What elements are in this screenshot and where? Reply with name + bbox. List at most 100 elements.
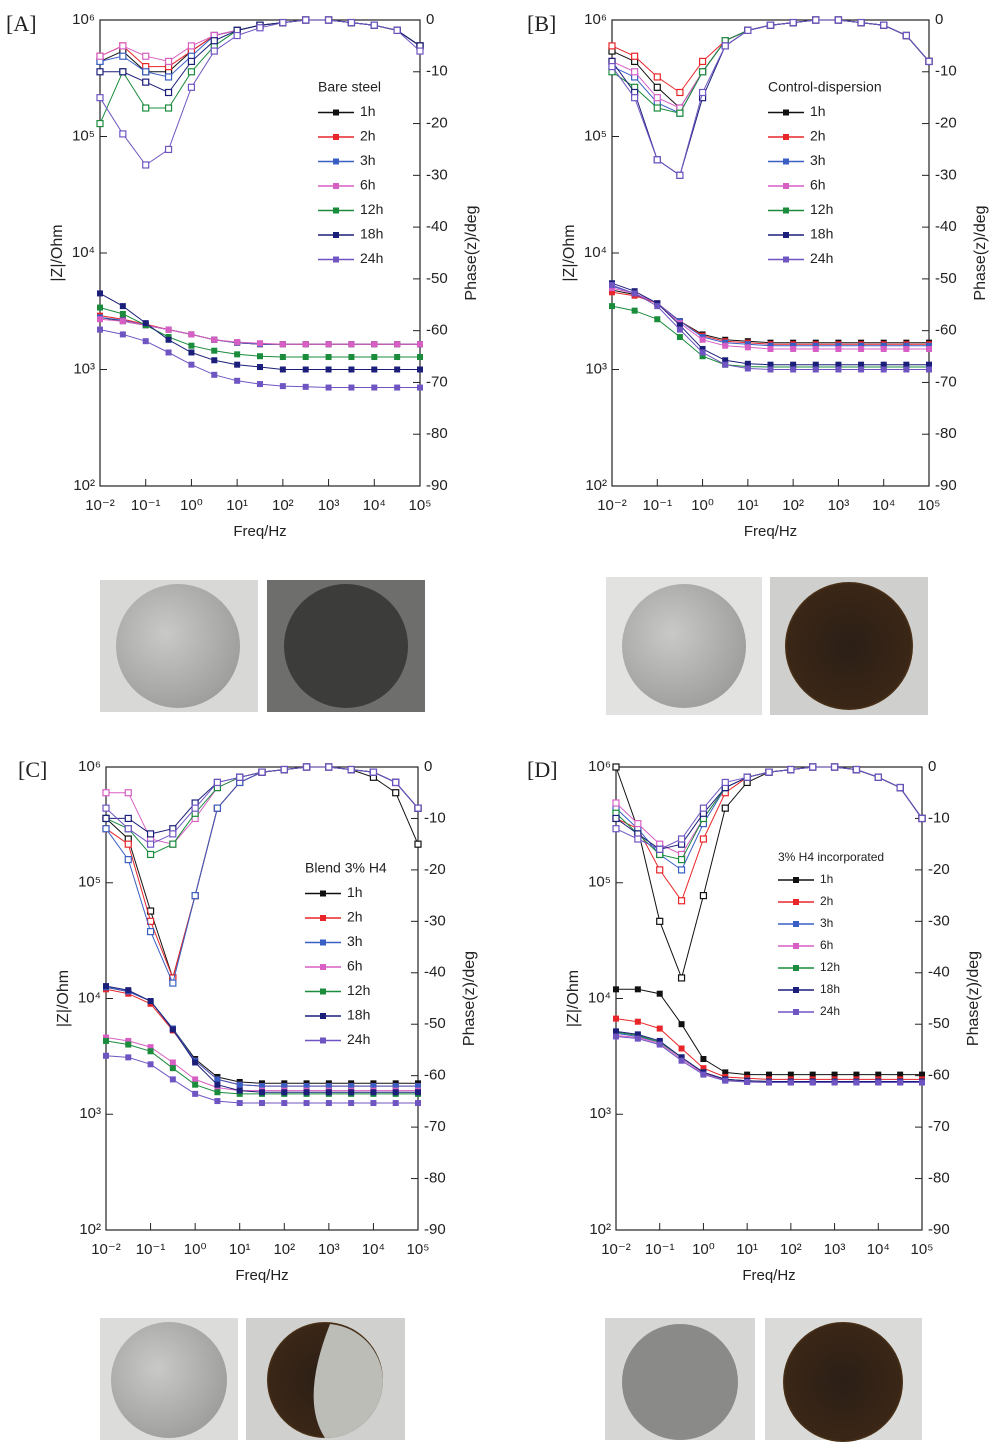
modulus-point bbox=[831, 1079, 838, 1086]
y2-tick-label: 0 bbox=[928, 758, 936, 775]
legend-marker bbox=[320, 890, 326, 897]
phase-point bbox=[187, 83, 196, 91]
y2-tick-label: -30 bbox=[426, 166, 448, 183]
modulus-point bbox=[858, 366, 865, 373]
x-tick-label: 10¹ bbox=[737, 497, 759, 514]
modulus-point bbox=[858, 342, 865, 349]
y-tick-label: 10⁶ bbox=[588, 758, 611, 775]
modulus-line bbox=[611, 285, 929, 347]
modulus-point bbox=[656, 1025, 663, 1032]
x-tick-label: 10⁻² bbox=[91, 1241, 121, 1258]
y2-tick-label: -60 bbox=[928, 1067, 950, 1084]
modulus-point bbox=[169, 1065, 176, 1072]
legend-marker bbox=[333, 109, 339, 116]
y2-tick-label: 0 bbox=[424, 758, 432, 775]
phase-point bbox=[676, 171, 684, 179]
y2-tick-label: -40 bbox=[935, 218, 957, 235]
phase-point bbox=[653, 156, 661, 164]
y2-tick-label: -30 bbox=[935, 166, 957, 183]
phase-point bbox=[896, 783, 904, 792]
modulus-point bbox=[169, 1026, 176, 1033]
phase-point bbox=[830, 763, 839, 771]
phase-point bbox=[612, 763, 620, 771]
phase-point bbox=[631, 68, 639, 76]
y2-tick-label: -20 bbox=[935, 115, 957, 132]
modulus-point bbox=[853, 1071, 860, 1078]
legend-label: 3h bbox=[810, 152, 826, 168]
legend-label: 6h bbox=[360, 177, 376, 193]
modulus-line bbox=[611, 284, 929, 370]
modulus-point bbox=[125, 1041, 132, 1048]
phase-point bbox=[631, 94, 639, 102]
modulus-point bbox=[613, 1033, 619, 1040]
legend-label: 1h bbox=[347, 884, 363, 900]
phase-point bbox=[233, 31, 241, 40]
modulus-point bbox=[392, 1089, 399, 1096]
phase-point bbox=[169, 840, 177, 848]
modulus-point bbox=[97, 316, 103, 323]
x-tick-label: 10⁻¹ bbox=[642, 497, 672, 514]
modulus-point bbox=[147, 1061, 154, 1068]
modulus-point bbox=[926, 342, 932, 349]
legend-label: 12h bbox=[347, 982, 370, 998]
modulus-point bbox=[809, 1071, 816, 1078]
legend-label: 1h bbox=[360, 103, 376, 119]
modulus-point bbox=[613, 986, 619, 993]
modulus-line bbox=[99, 307, 420, 358]
modulus-point bbox=[744, 1071, 751, 1078]
modulus-point bbox=[325, 1089, 332, 1096]
modulus-point bbox=[211, 336, 218, 343]
x-tick-label: 10² bbox=[273, 1241, 295, 1258]
y2-tick-label: -80 bbox=[935, 425, 957, 442]
modulus-point bbox=[678, 1045, 685, 1052]
phase-point bbox=[164, 88, 173, 97]
phase-point bbox=[812, 16, 820, 24]
phase-point bbox=[698, 57, 707, 66]
y2-axis-label: Phase(z)/deg bbox=[972, 205, 989, 300]
phase-point bbox=[698, 68, 707, 76]
modulus-point bbox=[744, 344, 751, 351]
modulus-point bbox=[809, 1079, 816, 1086]
legend-label: 12h bbox=[810, 201, 833, 217]
phase-point bbox=[146, 830, 155, 838]
x-tick-label: 10⁰ bbox=[184, 1241, 207, 1258]
modulus-point bbox=[256, 381, 263, 388]
modulus-point bbox=[256, 364, 263, 371]
modulus-point bbox=[348, 354, 355, 361]
y-axis-label: |Z|/Ohm bbox=[55, 970, 72, 1027]
phase-point bbox=[191, 804, 199, 812]
modulus-point bbox=[97, 304, 103, 311]
legend-marker bbox=[333, 134, 339, 140]
modulus-point bbox=[875, 1079, 882, 1086]
modulus-point bbox=[835, 361, 842, 368]
phase-point bbox=[612, 814, 620, 823]
modulus-point bbox=[165, 336, 172, 343]
y2-tick-label: 0 bbox=[935, 11, 943, 28]
y2-tick-label: -70 bbox=[426, 373, 448, 390]
legend-marker bbox=[320, 1037, 326, 1044]
modulus-point bbox=[722, 1069, 729, 1076]
modulus-point bbox=[371, 366, 378, 373]
phase-point bbox=[789, 18, 797, 27]
chart-panel: [B] 10⁻² 10⁻¹ 10⁰ 10¹ 10² 10³ 10⁴ 10⁵ 10² 10³ 10⁴ 10… bbox=[527, 11, 989, 540]
phase-point bbox=[96, 94, 104, 102]
y-tick-label: 10⁵ bbox=[584, 127, 607, 144]
modulus-point bbox=[853, 1079, 860, 1086]
photos-a bbox=[100, 580, 425, 712]
phase-point bbox=[699, 892, 708, 900]
modulus-point bbox=[125, 1037, 132, 1044]
modulus-point bbox=[214, 1076, 221, 1083]
legend-label: 2h bbox=[820, 894, 833, 908]
modulus-point bbox=[678, 1021, 685, 1028]
x-tick-label: 10³ bbox=[318, 1241, 340, 1258]
legend-marker bbox=[783, 207, 789, 214]
x-tick-label: 10⁻² bbox=[601, 1241, 631, 1258]
modulus-point bbox=[812, 345, 819, 352]
x-tick-label: 10⁻¹ bbox=[131, 497, 161, 514]
y2-axis-label: Phase(z)/deg bbox=[463, 205, 480, 300]
modulus-point bbox=[790, 342, 797, 349]
modulus-point bbox=[744, 1078, 751, 1085]
phase-point bbox=[880, 21, 888, 29]
phase-point bbox=[191, 892, 199, 900]
